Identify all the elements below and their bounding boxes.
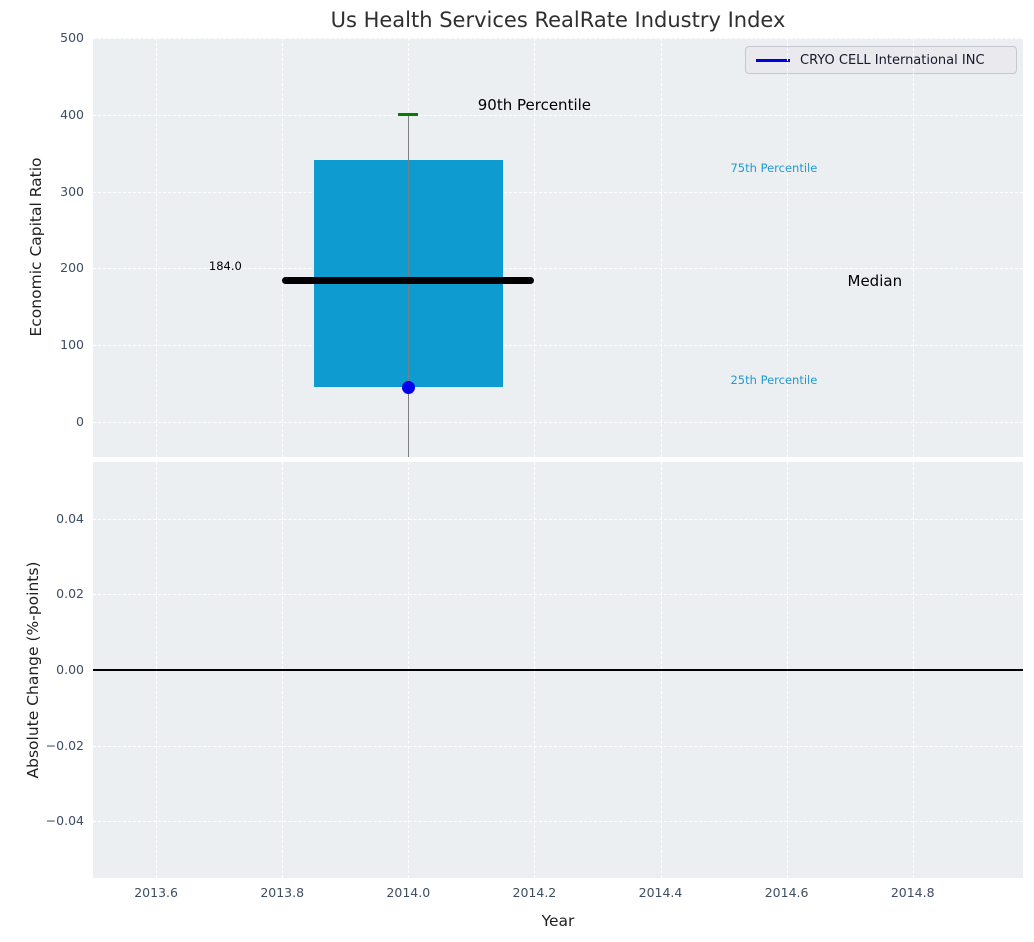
gridline-horizontal — [93, 594, 1023, 596]
median-line — [282, 277, 535, 284]
x-tick-label: 2014.8 — [890, 885, 935, 900]
x-tick-label: 2014.0 — [386, 885, 431, 900]
annotation-p90-label: 90th Percentile — [477, 95, 592, 114]
gridline-horizontal — [93, 745, 1023, 747]
x-tick-label: 2014.4 — [638, 885, 683, 900]
y-tick-label: −0.02 — [45, 737, 84, 753]
zero-line — [93, 669, 1023, 671]
top-axes — [93, 38, 1023, 457]
y-tick-label: 400 — [60, 106, 84, 122]
legend: CRYO CELL International INC — [745, 46, 1017, 74]
x-axis-label: Year — [541, 912, 575, 930]
gridline-horizontal — [93, 191, 1023, 193]
annotation-median-value: 184.0 — [208, 258, 242, 273]
whisker-line-over — [407, 114, 409, 457]
legend-line-sample-icon — [756, 58, 790, 62]
annotation-median-label: Median — [847, 271, 903, 290]
y-tick-label: 0 — [76, 413, 84, 429]
y-tick-label: 0.04 — [56, 510, 84, 526]
y-tick-label: 200 — [60, 260, 84, 276]
gridline-vertical — [912, 38, 914, 457]
y-tick-label: 0.00 — [56, 662, 84, 677]
gridline-horizontal — [93, 421, 1023, 423]
gridline-horizontal — [93, 114, 1023, 116]
x-tick-label: 2014.2 — [512, 885, 557, 900]
x-tick-label: 2013.6 — [134, 885, 178, 900]
y-tick-label: 0.02 — [56, 586, 84, 602]
gridline-horizontal — [93, 345, 1023, 346]
gridline-vertical — [282, 38, 284, 457]
x-tick-label: 2013.8 — [260, 885, 305, 900]
y-tick-label: 100 — [60, 337, 84, 352]
gridline-vertical — [156, 38, 158, 457]
y-tick-label: −0.04 — [45, 813, 84, 829]
gridline-vertical — [786, 38, 788, 457]
whisker-cap-90th-icon — [398, 112, 419, 116]
x-tick-label: 2014.6 — [764, 885, 809, 900]
y-tick-label: 300 — [60, 183, 84, 199]
gridline-horizontal — [93, 518, 1023, 520]
annotation-p75-label: 75th Percentile — [730, 160, 818, 175]
gridline-horizontal — [93, 268, 1023, 270]
annotation-p25-label: 25th Percentile — [730, 372, 818, 387]
gridline-horizontal — [93, 38, 1023, 39]
gridline-vertical — [660, 38, 662, 457]
y-tick-label: 500 — [60, 30, 84, 45]
chart-title: Us Health Services RealRate Industry Ind… — [330, 8, 786, 32]
gridline-vertical — [534, 38, 536, 457]
legend-entry-label: CRYO CELL International INC — [800, 52, 985, 68]
gridline-horizontal — [93, 821, 1023, 823]
company-point — [401, 380, 415, 394]
